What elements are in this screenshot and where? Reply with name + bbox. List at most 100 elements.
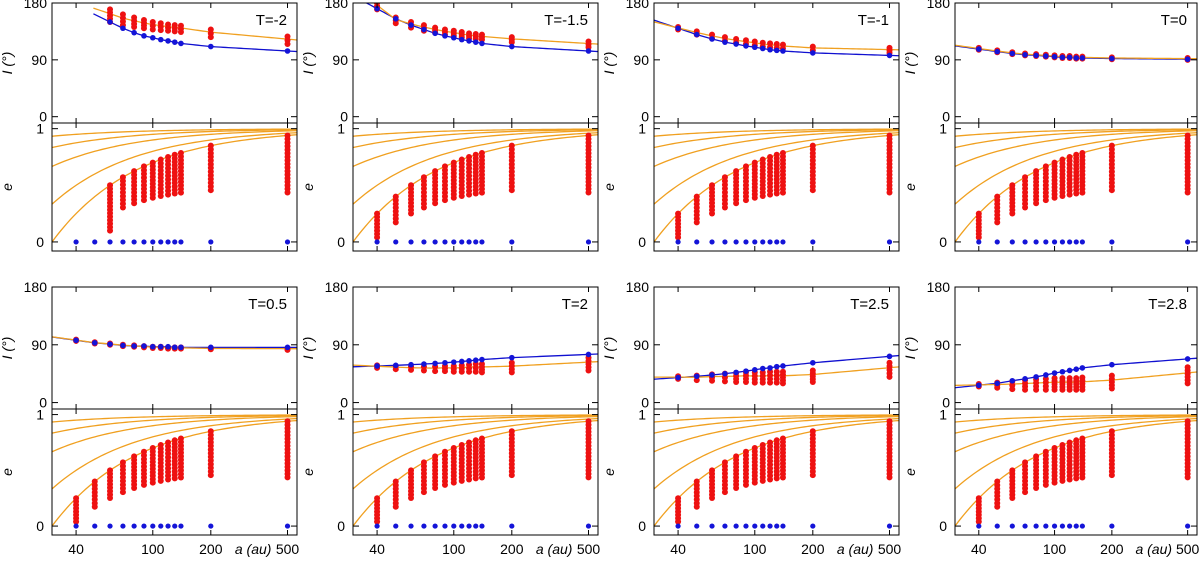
y-tick-label: 0 (942, 395, 950, 411)
red-point (91, 503, 98, 510)
blue-point (73, 337, 79, 344)
orange-envelope-curve (955, 417, 1197, 490)
blue-point (810, 239, 816, 245)
panel-T-label: T=-1 (858, 12, 889, 29)
red-point (1042, 481, 1049, 488)
red-point (466, 368, 473, 375)
y-tick-label: 0 (939, 518, 947, 534)
blue-point (472, 39, 479, 45)
blue-point (733, 239, 739, 245)
blue-point (432, 30, 438, 37)
red-point (975, 234, 982, 241)
red-point (1059, 192, 1066, 199)
red-point (432, 484, 439, 491)
blue-point (709, 239, 715, 245)
red-point (1009, 386, 1016, 393)
x-axis-title: a (au) (1135, 541, 1172, 557)
blue-point (585, 239, 592, 245)
red-point (779, 189, 786, 196)
red-point (751, 379, 758, 386)
blue-point (1109, 55, 1115, 62)
red-point (140, 481, 147, 488)
blue-point (131, 523, 137, 529)
eccentricity-plot: 0 1 e (902, 121, 1198, 252)
red-point (478, 474, 485, 481)
red-point (994, 219, 1001, 226)
blue-point (743, 368, 749, 374)
blue-point (120, 239, 126, 245)
y-tick-label: 90 (633, 52, 649, 68)
blue-point (886, 239, 893, 245)
x-tick-label: 40 (68, 541, 84, 557)
red-point (149, 194, 156, 201)
blue-point (733, 523, 739, 529)
blue-point (92, 523, 98, 529)
y-tick-label: 0 (638, 234, 646, 250)
blue-point (1022, 523, 1028, 529)
y-tick-label: 0 (641, 109, 649, 125)
blue-point (810, 50, 816, 56)
blue-point (780, 239, 786, 245)
red-point (1033, 200, 1040, 207)
blue-point (284, 239, 291, 245)
x-tick-label: 500 (1176, 541, 1200, 557)
red-point (73, 518, 80, 525)
red-point (1073, 386, 1080, 393)
red-point (1184, 189, 1191, 196)
orange-envelope-curve (52, 414, 297, 423)
blue-point (1066, 367, 1073, 374)
inclination-axis-title: I (°) (902, 52, 918, 75)
blue-point (92, 239, 98, 245)
blue-point (131, 29, 137, 36)
red-point (767, 476, 774, 483)
blue-point (509, 354, 515, 361)
blue-point (479, 239, 485, 245)
orange-envelope-curve (654, 414, 899, 423)
red-point (1184, 474, 1191, 481)
red-point (709, 210, 716, 217)
orange-envelope-curve (955, 414, 1197, 434)
red-point (733, 200, 740, 207)
red-point (585, 189, 592, 196)
red-point (742, 481, 749, 488)
blue-point (141, 343, 147, 349)
blue-point (284, 523, 291, 529)
red-point (441, 197, 448, 204)
blue-point (1043, 53, 1049, 59)
orange-envelope-curve (353, 130, 598, 168)
red-point (165, 191, 172, 198)
eccentricity-axis-title: e (601, 468, 617, 476)
y-tick-label: 0 (39, 395, 47, 411)
eccentricity-axis-title: e (902, 468, 918, 476)
red-point (466, 191, 473, 198)
blue-point (722, 239, 728, 245)
x-tick-label: 100 (141, 541, 165, 557)
orange-envelope-curve (654, 417, 899, 490)
red-point (374, 234, 381, 241)
blue-point (1079, 523, 1085, 529)
blue-point (743, 43, 749, 49)
red-point (1108, 472, 1115, 479)
eccentricity-frame (954, 122, 1198, 252)
inclination-axis-title: I (°) (601, 52, 617, 75)
x-tick-label: 100 (1043, 541, 1067, 557)
red-point (585, 367, 592, 374)
blue-point (421, 523, 427, 529)
blue-point (1073, 523, 1079, 529)
blue-point (374, 523, 380, 529)
orange-envelope-curve (955, 415, 1197, 453)
y-tick-label: 90 (31, 52, 47, 68)
blue-point (208, 523, 214, 529)
blue-point (1043, 523, 1049, 529)
red-point (131, 24, 138, 30)
orange-envelope-curve (52, 414, 297, 434)
eccentricity-axis-title: e (0, 468, 15, 476)
orange-envelope-curve (353, 128, 598, 137)
blue-point (393, 239, 399, 245)
blue-point (767, 365, 773, 371)
blue-point (141, 239, 147, 245)
red-point (693, 219, 700, 226)
